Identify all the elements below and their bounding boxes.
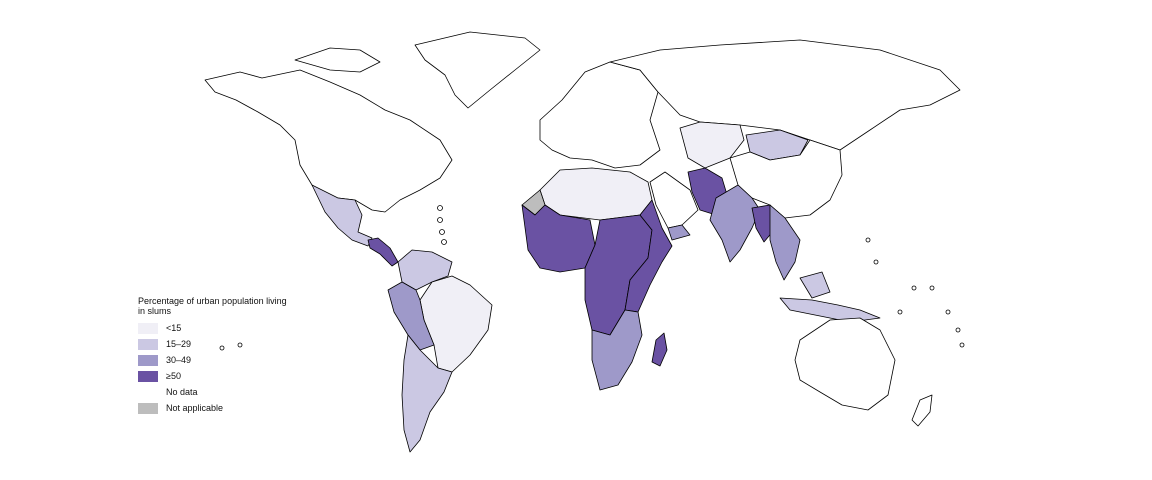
legend-swatch [138, 322, 158, 334]
region-southeast-asia [769, 204, 801, 281]
region-europe [539, 61, 661, 169]
legend-item: Not applicable [138, 400, 288, 416]
legend-swatch [138, 402, 158, 414]
region-australia [794, 317, 896, 411]
region-kazakhstan [679, 121, 745, 169]
region-central-america [367, 237, 399, 267]
legend-title: Percentage of urban population living in… [138, 296, 287, 316]
legend-label: <15 [166, 323, 182, 333]
legend-swatch [138, 386, 158, 398]
legend-label: 15–29 [166, 339, 192, 349]
legend-items: <15 15–29 30–49 ≥50 No data Not applicable [138, 320, 288, 416]
region-peru-bolivia [387, 281, 435, 351]
legend-item: No data [138, 384, 288, 400]
legend-item: 15–29 [138, 336, 288, 352]
region-southern-africa [591, 309, 643, 391]
region-madagascar [651, 332, 668, 367]
legend-item: 30–49 [138, 352, 288, 368]
legend-swatch [138, 338, 158, 350]
legend-label: ≥50 [166, 371, 181, 381]
legend-item: <15 [138, 320, 288, 336]
region-china [729, 139, 843, 219]
region-north-africa [539, 167, 653, 221]
legend-label: 30–49 [166, 355, 192, 365]
legend-swatch [138, 370, 158, 382]
region-borneo [799, 271, 831, 299]
legend-label: Not applicable [166, 403, 224, 413]
region-mexico [311, 184, 373, 247]
region-southern-cone [401, 334, 453, 453]
region-arabia [649, 171, 699, 229]
region-yemen [667, 224, 691, 241]
region-india [709, 184, 761, 263]
region-arctic-islands [294, 47, 381, 73]
region-indonesia [779, 297, 881, 323]
pacific-islands [219, 205, 965, 351]
region-greenland [414, 31, 541, 109]
legend-label: No data [166, 387, 198, 397]
map-legend: Percentage of urban population living in… [138, 296, 288, 416]
region-new-zealand [911, 394, 933, 427]
region-east-africa [624, 199, 673, 313]
region-north-america [204, 69, 453, 213]
region-brazil [419, 275, 493, 373]
legend-swatch [138, 354, 158, 366]
region-russia [609, 39, 961, 151]
legend-item: ≥50 [138, 368, 288, 384]
region-myanmar [751, 204, 775, 243]
